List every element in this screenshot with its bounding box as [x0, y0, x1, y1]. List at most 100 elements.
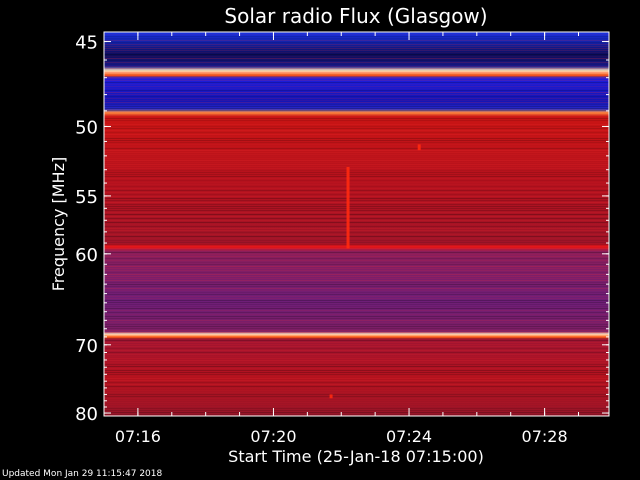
noise-streak [104, 224, 609, 225]
noise-streak [104, 74, 609, 75]
noise-streak [104, 238, 609, 239]
noise-streak [104, 78, 609, 79]
noise-streak [104, 408, 609, 409]
noise-streak [104, 110, 609, 111]
noise-streak [104, 124, 609, 125]
noise-streak [104, 244, 609, 245]
noise-streak [104, 62, 609, 63]
noise-streak [104, 76, 609, 77]
noise-streak [104, 384, 609, 385]
noise-streak [104, 220, 609, 221]
noise-streak [104, 42, 609, 43]
noise-streak [104, 214, 609, 215]
noise-streak [104, 104, 609, 105]
noise-streak [104, 192, 609, 193]
noise-streak [104, 288, 609, 289]
noise-streak [104, 306, 609, 307]
noise-streak [104, 258, 609, 259]
noise-streak [104, 128, 609, 129]
noise-streak [104, 54, 609, 55]
noise-streak [104, 246, 609, 247]
noise-streak [104, 190, 609, 191]
noise-streak [104, 126, 609, 127]
noise-streak [104, 314, 609, 315]
noise-streak [104, 196, 609, 197]
noise-streak [104, 368, 609, 369]
noise-streak [104, 372, 609, 373]
noise-streak [104, 96, 609, 97]
noise-streak [104, 324, 609, 325]
noise-streak [104, 114, 609, 115]
noise-streak [104, 312, 609, 313]
spectrogram-image [104, 32, 609, 416]
noise-streak [104, 204, 609, 205]
noise-streak [104, 346, 609, 347]
noise-streak [104, 398, 609, 399]
noise-streak [104, 248, 609, 249]
noise-streak [104, 344, 609, 345]
noise-streak [104, 106, 609, 107]
noise-streak [104, 212, 609, 213]
noise-streak [104, 268, 609, 269]
noise-streak [104, 316, 609, 317]
noise-streak [104, 180, 609, 181]
y-axis-label: Frequency [MHz] [49, 157, 68, 291]
noise-streak [104, 366, 609, 367]
noise-streak [104, 236, 609, 237]
noise-streak [104, 92, 609, 93]
noise-streak [104, 178, 609, 179]
noise-streak [104, 40, 609, 41]
noise-streak [104, 304, 609, 305]
noise-streak [104, 278, 609, 279]
noise-streak [104, 120, 609, 121]
noise-streak [104, 266, 609, 267]
noise-streak [104, 82, 609, 83]
y-tick-label: 70 [75, 336, 98, 357]
noise-streak [104, 250, 609, 251]
x-tick-label: 07:16 [115, 427, 161, 446]
y-tick-label: 80 [75, 404, 98, 425]
noise-streak [104, 364, 609, 365]
noise-streak [104, 198, 609, 199]
noise-streak [104, 394, 609, 395]
noise-streak [104, 318, 609, 319]
noise-streak [104, 226, 609, 227]
noise-streak [104, 70, 609, 71]
noise-streak [104, 44, 609, 45]
noise-streak [104, 48, 609, 49]
x-axis-label: Start Time (25-Jan-18 07:15:00) [228, 447, 484, 466]
noise-streak [104, 276, 609, 277]
noise-streak [104, 72, 609, 73]
noise-streak [104, 64, 609, 65]
noise-streak [104, 112, 609, 113]
noise-streak [104, 330, 609, 331]
noise-streak [104, 380, 609, 381]
noise-streak [104, 286, 609, 287]
noise-streak [104, 108, 609, 109]
noise-streak [104, 302, 609, 303]
noise-streak [104, 162, 609, 163]
noise-streak [104, 360, 609, 361]
noise-streak [104, 388, 609, 389]
noise-streak [104, 184, 609, 185]
noise-streak [104, 206, 609, 207]
noise-streak [104, 134, 609, 135]
y-tick-label: 60 [75, 245, 98, 266]
emission-feature [346, 166, 350, 249]
noise-streak [104, 274, 609, 275]
x-tick-label: 07:24 [386, 427, 432, 446]
noise-streak [104, 186, 609, 187]
noise-streak [104, 386, 609, 387]
emission-features [329, 144, 421, 399]
noise-streak [104, 284, 609, 285]
noise-streak [104, 338, 609, 339]
y-tick-label: 45 [75, 33, 98, 54]
noise-streak [104, 412, 609, 413]
noise-streak [104, 242, 609, 243]
noise-streak [104, 404, 609, 405]
noise-streak [104, 354, 609, 355]
y-axis: 45 50 55 60 70 80 [75, 33, 609, 425]
noise-streak [104, 100, 609, 101]
noise-streak [104, 262, 609, 263]
noise-streak [104, 170, 609, 171]
